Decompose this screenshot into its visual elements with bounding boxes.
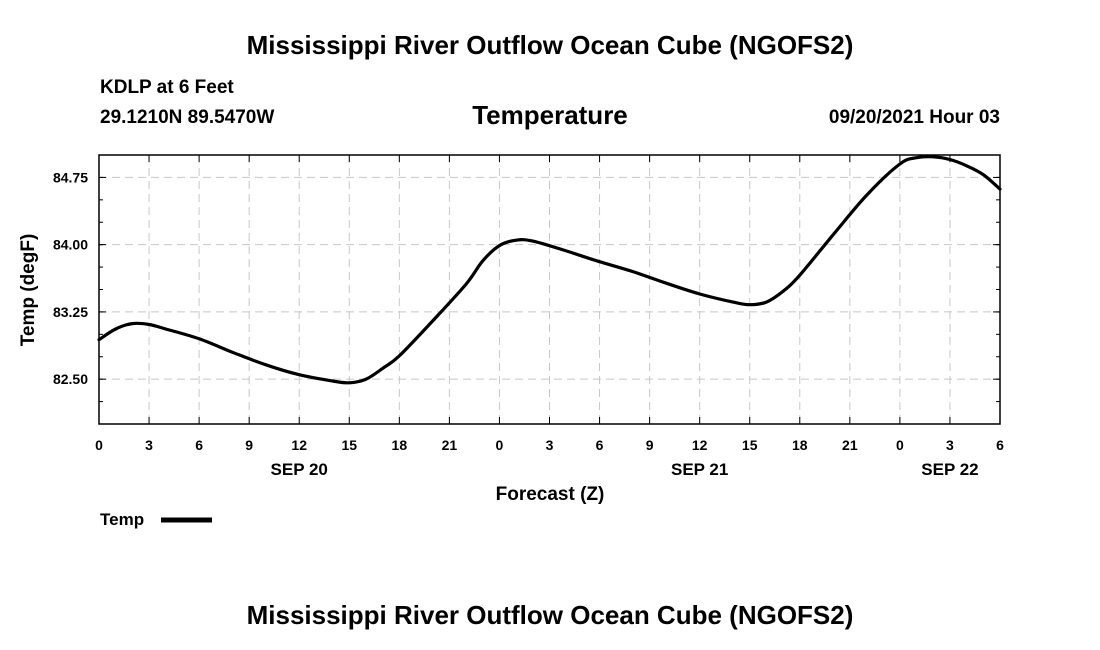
y-tick-label: 82.50: [53, 371, 88, 387]
x-axis-label: Forecast (Z): [496, 484, 605, 505]
x-tick-label: 21: [842, 437, 858, 453]
date-label: SEP 21: [671, 460, 728, 479]
x-tick-label: 0: [496, 437, 504, 453]
datetime-label: 09/20/2021 Hour 03: [828, 107, 1000, 128]
x-tick-label: 3: [546, 437, 554, 453]
x-tick-label: 15: [341, 437, 357, 453]
coordinates-label: 29.1210N 89.5470W: [100, 107, 275, 128]
x-tick-label: 0: [95, 437, 103, 453]
x-tick-label: 6: [195, 437, 203, 453]
main-title: Mississippi River Outflow Ocean Cube (NG…: [246, 30, 854, 60]
x-tick-label: 6: [596, 437, 604, 453]
chart-title: Temperature: [472, 100, 628, 130]
x-tick-label: 15: [742, 437, 758, 453]
x-ticks: 0 3 6 9 12 15 18 21 0 3 6 9 12 15 18 21 0 3 6: [95, 155, 1004, 453]
x-tick-label: 9: [646, 437, 654, 453]
x-tick-label: 3: [145, 437, 153, 453]
grid-lines: [99, 155, 1000, 424]
y-ticks: 82.50 83.25 84.00 84.75: [53, 169, 1000, 387]
station-label: KDLP at 6 Feet: [100, 77, 234, 98]
y-tick-label: 84.00: [53, 237, 88, 253]
x-tick-label: 9: [245, 437, 253, 453]
temp-series-line: [97, 155, 1002, 385]
plot-frame: [98, 154, 1001, 425]
x-tick-label: 18: [792, 437, 808, 453]
date-label: SEP 22: [921, 460, 978, 479]
x-tick-label: 12: [291, 437, 307, 453]
y-tick-label: 83.25: [53, 304, 88, 320]
x-tick-label: 0: [896, 437, 904, 453]
x-tick-label: 6: [996, 437, 1004, 453]
legend-label-temp: Temp: [100, 510, 144, 529]
y-axis-label: Temp (degF): [18, 234, 39, 347]
x-tick-label: 21: [442, 437, 458, 453]
date-labels: SEP 20 SEP 21 SEP 22: [271, 460, 979, 479]
footer-title: Mississippi River Outflow Ocean Cube (NG…: [246, 600, 854, 630]
date-label: SEP 20: [271, 460, 328, 479]
x-tick-label: 18: [392, 437, 408, 453]
legend: Temp: [100, 510, 212, 529]
y-tick-label: 84.75: [53, 169, 88, 185]
x-tick-label: 12: [692, 437, 708, 453]
x-tick-label: 3: [946, 437, 954, 453]
